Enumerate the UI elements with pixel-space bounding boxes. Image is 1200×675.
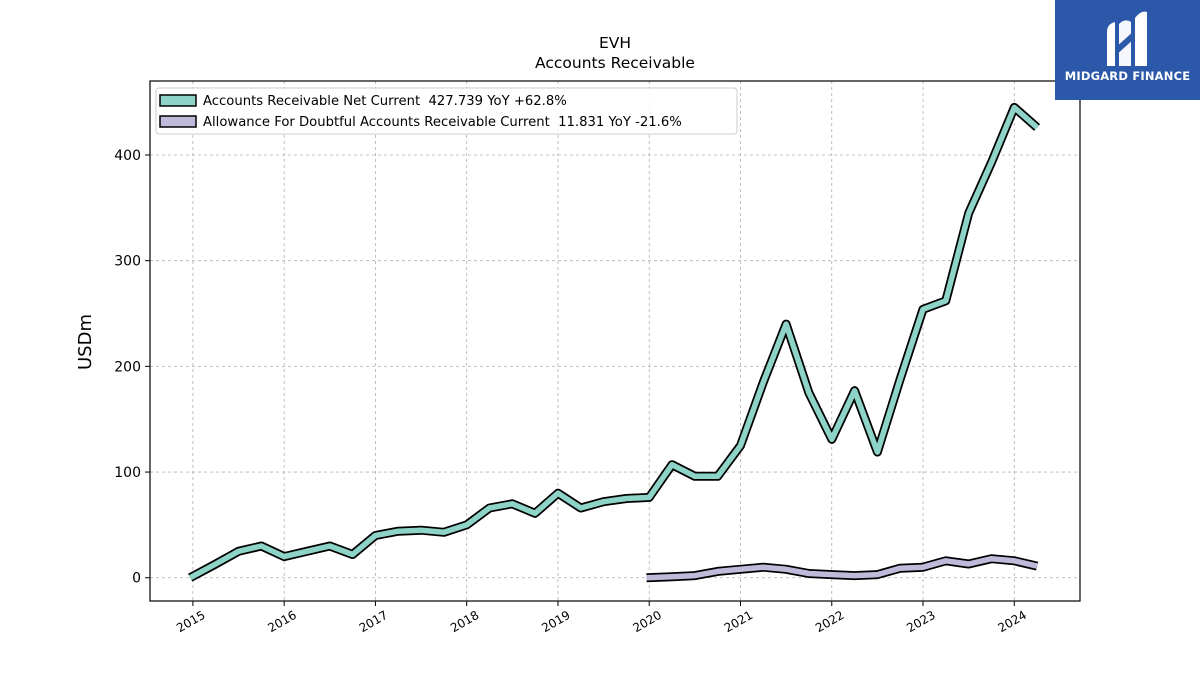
chart-subtitle: Accounts Receivable <box>535 54 695 72</box>
x-tick-label: 2018 <box>448 608 481 635</box>
legend-box <box>155 87 738 135</box>
y-tick-label: 400 <box>114 148 141 164</box>
legend-label-allowance: Allowance For Doubtful Accounts Receivab… <box>203 115 682 130</box>
logo-text: MIDGARD FINANCE <box>1064 69 1191 83</box>
x-axis: 2015 2016 2017 2018 2019 2020 2021 2022 2023 2024 <box>174 601 1029 635</box>
x-tick-label: 2021 <box>722 608 755 635</box>
series-layer <box>188 102 1041 583</box>
grid <box>150 81 1080 601</box>
logo-mark-icon <box>1107 11 1147 67</box>
plot-frame <box>149 80 1081 602</box>
legend-label-accounts-receivable: Accounts Receivable Net Current 427.739 … <box>203 94 567 109</box>
y-tick-label: 200 <box>114 359 141 375</box>
x-tick-label: 2023 <box>904 608 937 635</box>
y-tick-label: 100 <box>114 465 141 481</box>
legend-swatch-allowance <box>159 115 197 128</box>
x-tick-label: 2017 <box>357 608 390 635</box>
x-tick-label: 2019 <box>539 608 572 635</box>
chart-title: EVH <box>599 34 631 52</box>
series-line-0 <box>188 104 1039 581</box>
midgard-finance-logo: MIDGARD FINANCE <box>1055 0 1200 100</box>
series-line-1 <box>646 555 1038 581</box>
x-tick-label: 2024 <box>996 608 1029 635</box>
y-axis-label: USDm <box>75 314 96 370</box>
legend-swatch-accounts-receivable <box>159 94 197 107</box>
y-tick-label: 300 <box>114 254 141 270</box>
legend: Accounts Receivable Net Current 427.739 … <box>155 87 738 135</box>
x-tick-label: 2015 <box>174 608 207 635</box>
x-tick-label: 2016 <box>265 608 298 635</box>
y-tick-label: 0 <box>132 571 141 587</box>
x-tick-label: 2020 <box>630 608 663 635</box>
y-axis: 0 100 200 300 400 <box>114 148 150 587</box>
x-tick-label: 2022 <box>813 608 846 635</box>
